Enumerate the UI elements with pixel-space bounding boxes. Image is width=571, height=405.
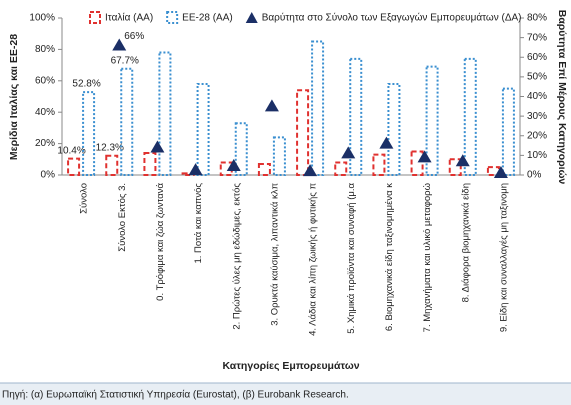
x-tick-label: 0. Τρόφιμα και ζώα ζωντανά: [155, 182, 166, 300]
x-tick-label: Σύνολο: [79, 183, 90, 214]
source-band: [0, 383, 571, 405]
weight-marker: [341, 146, 356, 159]
weight-marker: [455, 154, 470, 167]
y2-tick-label: 80%: [527, 13, 547, 24]
bar: [143, 152, 157, 177]
bar: [67, 157, 81, 176]
y2-tick-label: 40%: [527, 91, 547, 102]
data-label: 52.8%: [72, 79, 100, 90]
x-tick-label: Σύνολο Εκτός 3.: [117, 183, 128, 252]
x-tick-label: 6. Βιομηχανικά είδη ταξινομημένα κ: [384, 183, 395, 331]
source: Πηγή: (α) Ευρωπαϊκή Στατιστική Υπηρεσία …: [2, 389, 349, 401]
y2-tick-label: 10%: [527, 150, 547, 161]
y-tick-label: 20%: [35, 138, 55, 149]
y-tick-label: 100%: [29, 13, 55, 24]
y2-tick-label: 60%: [527, 52, 547, 63]
data-label: 67.7%: [111, 55, 139, 66]
y2-axis-title: Βαρύτητα Επί Μέρους Κατηγοριών: [556, 10, 568, 185]
weight-marker: [150, 140, 165, 153]
legend-marker: [166, 11, 179, 24]
bar: [372, 153, 386, 176]
bar: [296, 89, 310, 176]
weight-marker: [188, 163, 203, 176]
y2-tick-label: 50%: [527, 72, 547, 83]
bar: [425, 65, 439, 176]
bar: [486, 166, 500, 176]
bar: [82, 91, 96, 176]
bar: [311, 40, 325, 176]
bar: [120, 67, 134, 176]
x-tick-label: 1. Ποτά και καπνός: [193, 183, 204, 264]
weight-marker: [226, 158, 241, 171]
y-tick-label: 80%: [35, 44, 55, 55]
x-tick-label: 7. Μηχανήματα και υλικό μεταφορώ: [422, 182, 433, 332]
legend-label: Βαρύτητα στο Σύνολο των Εξαγωγών Εμπορευ…: [262, 12, 522, 24]
data-label: 66%: [124, 31, 144, 42]
x-tick-label: 3. Ορυκτά καύσιμα, λιπαντικά κλπ: [269, 183, 280, 326]
y2-tick-label: 30%: [527, 111, 547, 122]
bar: [234, 122, 248, 177]
y-axis-title: Μερίδια Ιταλίας και ΕΕ-28: [8, 34, 20, 160]
x-tick-label: 9. Είδη και συναλλαγές μη ταξινομη: [498, 183, 509, 332]
bar: [257, 163, 271, 176]
weight-marker: [493, 166, 508, 179]
y2-tick-label: 70%: [527, 32, 547, 43]
bar: [410, 150, 424, 176]
x-tick-label: 8. Διάφορα βιομηχανικά είδη: [460, 183, 471, 302]
weight-marker: [417, 150, 432, 163]
x-tick-label: 2. Πρώτες ύλες μη εδώδιμες, εκτός: [231, 183, 242, 330]
y-tick-label: 40%: [35, 107, 55, 118]
bar: [105, 154, 119, 176]
data-label: 10.4%: [57, 145, 85, 156]
legend-marker: [89, 11, 101, 24]
weight-marker: [379, 136, 394, 149]
y-tick-label: 0%: [41, 170, 56, 181]
legend-label: Ιταλία (ΑΑ): [105, 12, 153, 24]
y2-tick-label: 0%: [527, 170, 542, 181]
bar: [158, 51, 172, 176]
bar: [196, 82, 210, 176]
legend-marker: [245, 12, 258, 23]
weight-marker: [264, 99, 279, 112]
bar: [448, 158, 462, 177]
bar: [272, 136, 286, 177]
x-tick-label: 5. Χημικά προϊόντα και συναφή (μ.α: [346, 182, 357, 333]
weight-marker: [112, 38, 127, 51]
y2-tick-label: 20%: [527, 130, 547, 141]
x-tick-label: 4. Λάδια και λίπη ζωικής ή φυτικής π: [308, 183, 319, 336]
y-tick-label: 60%: [35, 75, 55, 86]
bar: [334, 161, 348, 177]
bar: [501, 87, 515, 176]
x-axis-title: Κατηγορίες Εμπορευμάτων: [222, 360, 359, 372]
bar: [387, 82, 401, 176]
data-label: 12.3%: [96, 142, 124, 153]
legend-label: ΕΕ-28 (ΑΑ): [182, 13, 233, 24]
bar: [349, 57, 363, 176]
weight-marker: [303, 164, 318, 177]
bar: [463, 57, 477, 176]
